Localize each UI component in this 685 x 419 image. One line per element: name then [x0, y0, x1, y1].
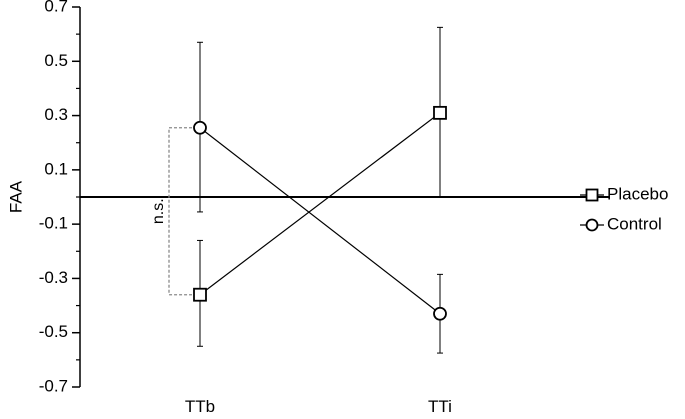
y-axis-title: FAA [6, 180, 25, 213]
series-lines [199, 112, 441, 315]
annotations: n.s. [150, 127, 192, 296]
legend-marker-placebo [585, 188, 599, 202]
data-point-control [193, 120, 207, 135]
x-category-label: TTi [428, 397, 452, 416]
series-markers [193, 105, 447, 321]
data-point-placebo [193, 287, 207, 302]
y-tick-label: 0.5 [44, 51, 68, 70]
data-point-placebo [433, 105, 447, 120]
y-ticks: -0.7 -0.5 -0.3 -0.1 0.1 0.3 0.5 0.7 [39, 0, 80, 395]
series-line-placebo [199, 112, 441, 296]
legend-label: Control [607, 214, 662, 233]
x-category-label: TTb [185, 397, 215, 416]
data-point-control [433, 306, 447, 321]
ns-bracket [168, 127, 192, 296]
legend: Placebo Control [580, 184, 668, 233]
y-tick-label: 0.3 [44, 105, 68, 124]
legend-label: Placebo [607, 184, 668, 203]
x-category-labels: TTb TTi [185, 397, 452, 416]
y-tick-label: -0.1 [39, 214, 68, 233]
y-tick-label: -0.7 [39, 376, 68, 395]
ns-annotation-label: n.s. [150, 198, 167, 224]
y-tick-label: -0.5 [39, 322, 68, 341]
series-line-control [199, 127, 441, 315]
y-tick-label: 0.1 [44, 159, 68, 178]
legend-marker-control [585, 218, 599, 232]
error-bars [197, 26, 443, 354]
y-tick-label: -0.3 [39, 268, 68, 287]
y-tick-label: 0.7 [44, 0, 68, 15]
